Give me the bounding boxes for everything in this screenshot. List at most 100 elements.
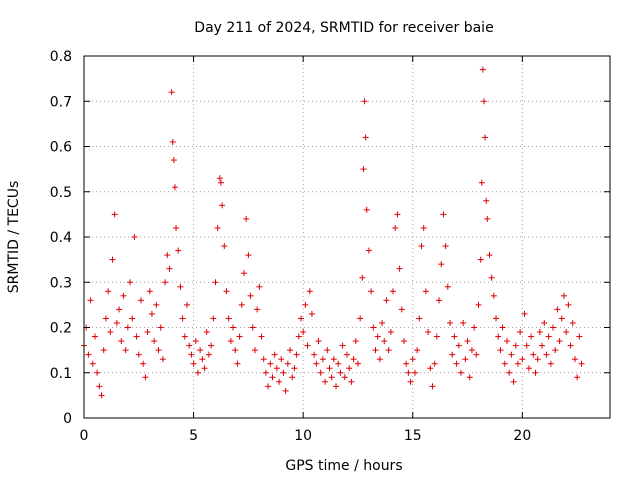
data-point <box>488 274 495 281</box>
data-point <box>232 347 239 354</box>
data-point <box>344 351 350 358</box>
data-point <box>313 360 320 367</box>
data-point <box>216 175 223 182</box>
data-point <box>567 342 574 349</box>
data-point <box>91 333 98 340</box>
plot-frame <box>83 55 611 419</box>
data-point <box>137 297 144 304</box>
data-point <box>462 356 469 363</box>
data-point <box>484 215 491 222</box>
data-point <box>337 369 344 376</box>
data-point <box>453 360 460 367</box>
grid-lines <box>84 56 610 418</box>
data-point <box>302 301 309 308</box>
data-point <box>144 329 151 336</box>
data-point <box>260 356 267 363</box>
data-point <box>418 243 425 250</box>
data-point <box>558 315 565 322</box>
data-point <box>379 319 386 326</box>
data-point <box>451 333 458 340</box>
data-point <box>420 224 427 231</box>
data-point <box>225 315 232 322</box>
data-point <box>543 351 550 358</box>
data-point <box>265 383 272 390</box>
y-tick-label: 0.5 <box>50 185 72 201</box>
data-point <box>227 338 234 345</box>
data-point <box>330 356 337 363</box>
data-point <box>534 356 541 363</box>
data-point <box>256 283 263 290</box>
data-point <box>179 315 186 322</box>
data-point <box>89 360 96 367</box>
data-point <box>440 211 447 218</box>
data-point <box>184 301 191 308</box>
data-point <box>530 351 537 358</box>
data-point <box>324 347 331 354</box>
data-point <box>339 342 346 349</box>
data-point <box>374 333 381 340</box>
data-point <box>574 374 581 381</box>
data-point <box>208 342 215 349</box>
data-point <box>190 360 197 367</box>
data-point <box>311 351 318 358</box>
y-tick-label: 0.1 <box>50 366 72 382</box>
data-point <box>289 374 296 381</box>
data-point <box>85 351 92 358</box>
data-point <box>111 211 118 218</box>
data-point <box>403 360 410 367</box>
axes: 0 0.1 0.2 0.3 0.4 0.5 0.6 0.7 0.8 0 5 10 15 20 <box>50 49 610 444</box>
data-point <box>96 383 103 390</box>
data-point <box>120 292 127 299</box>
data-point <box>362 134 369 141</box>
data-point <box>499 324 506 331</box>
data-point <box>478 179 485 186</box>
data-point <box>181 333 188 340</box>
data-point <box>203 329 210 336</box>
x-tick-label: 0 <box>80 428 89 444</box>
x-tick-label: 20 <box>513 428 531 444</box>
data-point <box>563 329 570 336</box>
data-point <box>271 351 278 358</box>
data-point <box>552 347 559 354</box>
data-point <box>409 356 416 363</box>
data-point <box>124 324 131 331</box>
data-point <box>249 324 256 331</box>
data-point <box>385 347 392 354</box>
data-point <box>98 392 105 399</box>
data-point <box>354 360 361 367</box>
data-point <box>177 283 184 290</box>
data-point <box>539 342 546 349</box>
data-point <box>109 256 116 263</box>
data-point <box>541 319 548 326</box>
data-point <box>528 333 535 340</box>
data-point <box>477 256 484 263</box>
data-point <box>140 360 147 367</box>
data-point <box>480 98 487 105</box>
data-point <box>512 342 519 349</box>
data-point <box>523 342 530 349</box>
data-point <box>392 224 399 231</box>
data-point <box>361 98 368 105</box>
data-point <box>503 338 510 345</box>
data-point <box>468 347 475 354</box>
data-point <box>122 347 129 354</box>
y-tick-label: 0 <box>63 411 72 427</box>
data-point <box>236 333 243 340</box>
data-point <box>234 360 241 367</box>
data-point <box>273 365 280 372</box>
data-point <box>414 347 421 354</box>
data-point <box>197 347 204 354</box>
data-point <box>87 297 94 304</box>
data-point <box>293 351 300 358</box>
data-point <box>352 338 359 345</box>
data-point <box>460 319 467 326</box>
data-point <box>473 351 480 358</box>
data-point <box>447 319 454 326</box>
data-point <box>357 315 364 322</box>
data-point <box>258 333 265 340</box>
data-point <box>341 374 348 381</box>
data-point <box>383 297 390 304</box>
data-point <box>118 338 125 345</box>
data-point <box>368 288 375 295</box>
